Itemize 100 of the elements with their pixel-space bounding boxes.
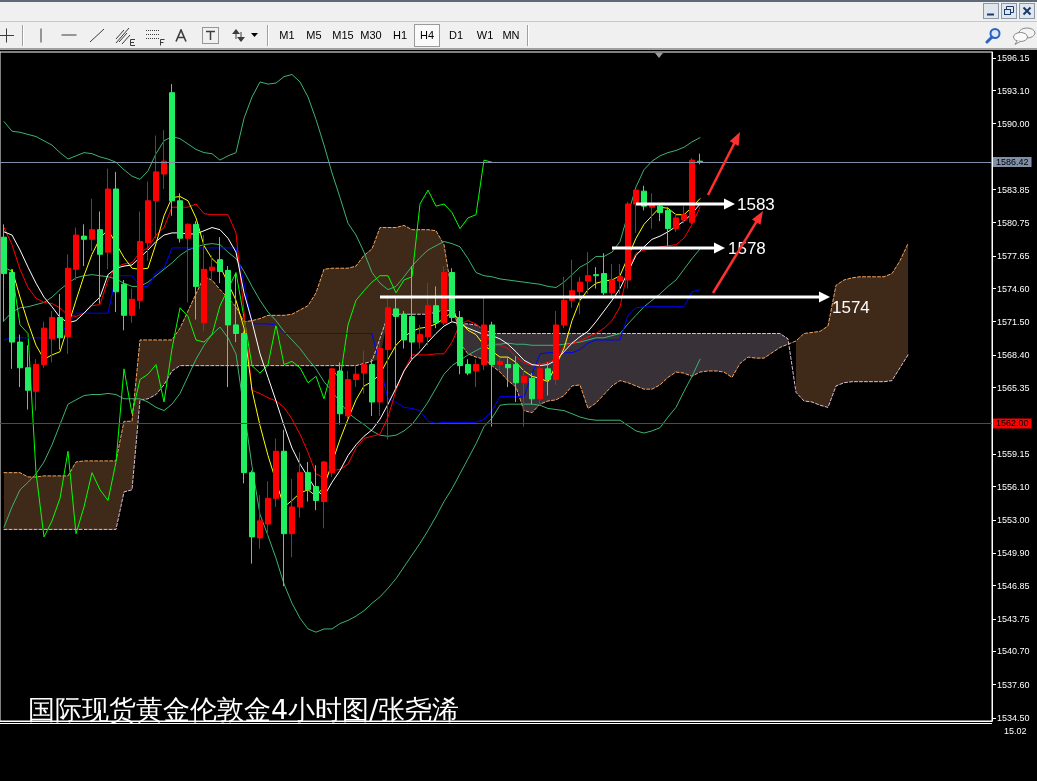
line-series: [3, 73, 701, 291]
text: M15: [331, 28, 355, 43]
candlestick: [505, 357, 511, 388]
candlestick: [617, 263, 623, 295]
candlestick: [537, 361, 543, 406]
candlestick: [393, 296, 399, 391]
candlestick: [177, 192, 183, 244]
candlestick: [361, 350, 367, 394]
candlestick: [697, 153, 703, 165]
candlestick: [425, 282, 431, 346]
candlestick: [241, 330, 247, 484]
candlestick: [553, 310, 559, 386]
candlestick: [273, 437, 279, 508]
text: M1: [278, 28, 296, 43]
candlestick: [601, 252, 607, 296]
candlestick: [257, 494, 263, 550]
candlestick: [401, 310, 407, 349]
candlestick: [249, 470, 255, 565]
candlestick: [585, 251, 591, 295]
candlestick: [465, 358, 471, 376]
text: M30: [359, 28, 383, 43]
y-tick-label: 1593.10: [997, 85, 1030, 96]
candlestick: [209, 254, 215, 281]
candlestick: [369, 358, 375, 417]
candlestick: [529, 372, 535, 405]
candlestick: [681, 205, 687, 224]
line-series: [3, 326, 701, 633]
candlestick: [169, 83, 175, 217]
candlestick: [481, 296, 487, 371]
y-tick-label: 1565.35: [997, 382, 1030, 393]
candlestick: [121, 279, 127, 331]
candlestick: [9, 268, 15, 370]
ref-line-label: 1562.00: [996, 418, 1029, 429]
candlestick: [1, 223, 7, 323]
candlestick: [593, 266, 599, 290]
y-tick-label: 1596.15: [997, 52, 1030, 63]
candlestick: [161, 129, 167, 190]
text: M5: [305, 28, 323, 43]
candlestick: [345, 370, 351, 420]
candlestick: [449, 267, 455, 323]
candlestick: [289, 478, 295, 558]
candlestick: [193, 220, 199, 321]
y-tick-label: 1590.00: [997, 118, 1030, 129]
candlestick: [25, 344, 31, 411]
candlestick: [497, 356, 503, 371]
candlestick: [377, 341, 383, 417]
candlestick: [633, 188, 639, 234]
y-tick-label: 1543.75: [997, 613, 1030, 624]
candlestick: [233, 273, 239, 343]
y-tick-label: 1574.60: [997, 283, 1030, 294]
text: H4: [414, 24, 440, 47]
candlestick: [417, 324, 423, 349]
candlestick: [313, 464, 319, 511]
y-tick-label: 1568.40: [997, 349, 1030, 360]
y-tick-label: 1534.50: [997, 712, 1030, 723]
candlestick: [545, 361, 551, 397]
candlestick: [281, 429, 287, 587]
candlestick: [105, 168, 111, 270]
y-tick-label: 1571.50: [997, 316, 1030, 327]
line-series: [3, 224, 909, 478]
text: W1: [475, 28, 495, 43]
candlestick: [73, 227, 79, 281]
candlestick: [65, 253, 71, 355]
y-tick-label: 1577.65: [997, 250, 1030, 261]
y-tick-label: 1553.00: [997, 514, 1030, 525]
candlestick: [113, 171, 119, 313]
y-tick-label: 1540.70: [997, 646, 1030, 657]
candlestick: [81, 223, 87, 267]
candlestick: [217, 236, 223, 284]
y-tick-label: 1546.85: [997, 580, 1030, 591]
candlestick: [665, 206, 671, 247]
candlestick: [137, 210, 143, 310]
candlestick: [305, 461, 311, 503]
candlestick: [337, 361, 343, 425]
y-tick-label: 1583.85: [997, 184, 1030, 195]
text: D1: [447, 28, 465, 43]
candlestick: [433, 285, 439, 329]
text: 15.02: [1004, 726, 1027, 737]
candlestick: [473, 358, 479, 388]
y-tick-label: 1580.75: [997, 217, 1030, 228]
candlestick: [457, 310, 463, 375]
candlestick: [185, 222, 191, 303]
candlestick: [673, 213, 679, 233]
text: H1: [391, 28, 409, 43]
annotation: 1574: [832, 297, 870, 317]
text: MN: [501, 28, 521, 43]
candlestick: [33, 358, 39, 412]
candlestick: [297, 451, 303, 519]
candlestick: [97, 210, 103, 305]
candlestick: [409, 265, 415, 360]
candlestick: [41, 321, 47, 369]
candlestick: [89, 198, 95, 252]
candlestick: [353, 365, 359, 388]
ref-line-label: 1586.42: [996, 157, 1029, 168]
candlestick: [513, 355, 519, 403]
y-tick-label: 1537.60: [997, 679, 1030, 690]
candlestick: [201, 234, 207, 332]
candlestick: [17, 334, 23, 388]
candlestick: [609, 263, 615, 298]
candlestick: [489, 321, 495, 428]
